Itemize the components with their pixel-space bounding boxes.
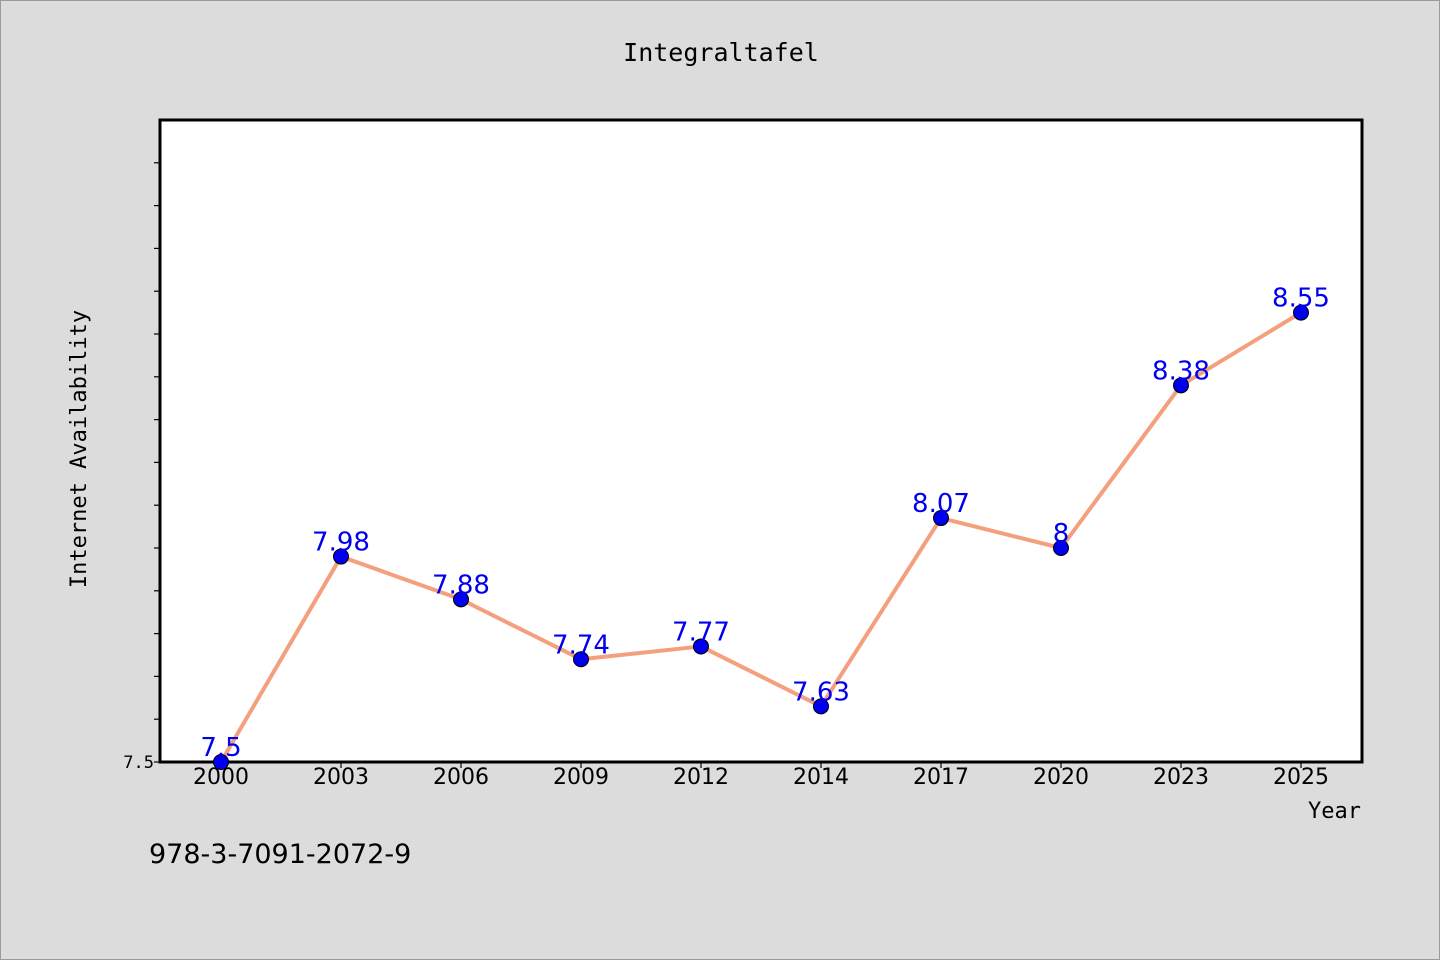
data-point-marker (213, 754, 229, 770)
data-label: 7.74 (552, 630, 610, 660)
data-label: 7.63 (792, 677, 850, 707)
data-point-marker (813, 698, 829, 715)
data-point-marker (573, 651, 589, 668)
data-label: 8.55 (1272, 284, 1330, 314)
x-tick-label: 2006 (433, 765, 489, 790)
data-point-marker (453, 591, 469, 608)
data-point-marker (1053, 540, 1069, 556)
data-point-marker (1173, 377, 1189, 394)
data-label: 7.5 (200, 733, 241, 763)
x-tick-label: 2003 (313, 765, 369, 790)
series-markers (213, 304, 1309, 770)
y-axis-label: Internet Availability (67, 310, 92, 588)
y-tick-label: 7.5 (123, 753, 154, 773)
y-axis-ticks: 7.5 (123, 162, 160, 773)
x-axis-ticks: 2000 2003 2006 2009 2012 2014 2017 2020 2023 2025 (193, 762, 1329, 790)
x-tick-label: 2017 (913, 765, 969, 790)
x-tick-label: 2014 (793, 765, 849, 790)
data-labels: 7.5 7.98 7.88 7.74 7.77 7.63 8.07 8 8.38 8.55 (200, 284, 1330, 763)
data-label: 7.88 (432, 570, 490, 600)
series-line (219, 310, 1303, 764)
data-label: 8.07 (912, 489, 970, 519)
x-tick-label: 2020 (1033, 765, 1089, 790)
x-tick-label: 2012 (673, 765, 729, 790)
chart-title: Integraltafel (623, 38, 819, 67)
data-label: 7.77 (672, 617, 730, 647)
data-label: 8.38 (1152, 356, 1210, 386)
x-axis-label: Year (1308, 799, 1361, 824)
data-point-marker (1293, 304, 1309, 321)
x-tick-label: 2023 (1153, 765, 1209, 790)
data-point-marker (693, 638, 709, 655)
data-point-marker (333, 548, 349, 565)
plot-area (158, 118, 1364, 764)
isbn-annotation: 978-3-7091-2072-9 (149, 839, 411, 870)
x-tick-label: 2025 (1273, 765, 1329, 790)
data-point-marker (933, 510, 949, 527)
data-label: 8 (1053, 519, 1070, 549)
x-tick-label: 2009 (553, 765, 609, 790)
data-label: 7.98 (312, 528, 370, 558)
